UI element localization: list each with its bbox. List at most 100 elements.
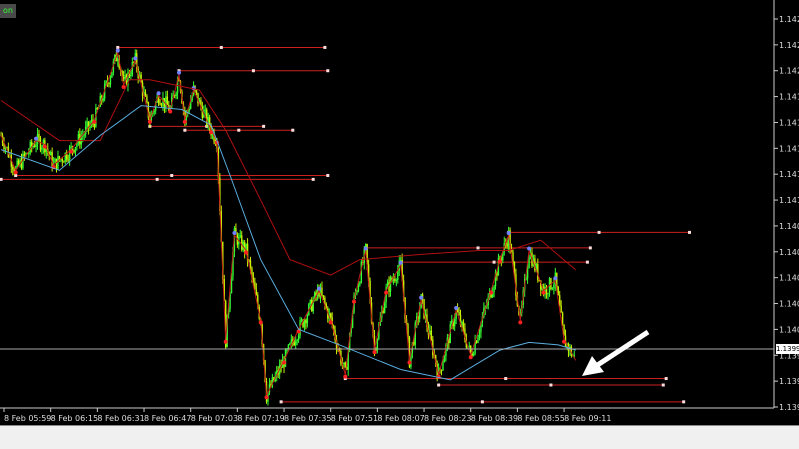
candle-body bbox=[95, 108, 97, 127]
candle-body bbox=[401, 259, 403, 281]
candle-body bbox=[398, 260, 400, 271]
swing-low-marker bbox=[518, 320, 523, 325]
candle-body bbox=[268, 384, 271, 393]
swing-low-marker bbox=[497, 259, 502, 264]
x-axis-ticks: 8 Feb 05:59 8 Feb 06:15 8 Feb 06:31 8 Feb 0… bbox=[3, 408, 611, 423]
candle-body bbox=[519, 312, 522, 315]
candle-body bbox=[402, 280, 405, 298]
candle-body bbox=[470, 345, 472, 354]
swing-low-marker bbox=[168, 109, 173, 114]
candle-body bbox=[386, 282, 389, 287]
candle-body bbox=[494, 272, 497, 287]
candle-body bbox=[157, 96, 160, 104]
symbol-badge[interactable]: on bbox=[0, 4, 16, 18]
level-marker bbox=[0, 177, 3, 181]
candle-body bbox=[360, 261, 363, 283]
candle-body bbox=[165, 96, 167, 108]
candle-body bbox=[153, 110, 155, 113]
candle-body bbox=[39, 138, 42, 150]
candle-body bbox=[373, 335, 376, 350]
candle-body bbox=[478, 332, 481, 337]
moving-averages bbox=[0, 79, 577, 381]
candle-body bbox=[197, 92, 199, 104]
candle-body bbox=[241, 235, 243, 250]
swing-high-marker bbox=[454, 306, 459, 310]
candle-body bbox=[319, 287, 322, 297]
candle-body bbox=[13, 169, 15, 172]
swing-high-marker bbox=[156, 91, 161, 96]
candle-body bbox=[557, 287, 559, 296]
swing-low-marker bbox=[407, 360, 412, 365]
candle-body bbox=[315, 292, 317, 296]
level-marker bbox=[311, 177, 315, 181]
candle-body bbox=[109, 77, 112, 85]
level-marker bbox=[661, 383, 665, 387]
candle-body bbox=[67, 159, 69, 161]
candle-body bbox=[429, 330, 431, 335]
y-tick-label: 1.1423 bbox=[779, 41, 799, 50]
candle-body bbox=[300, 319, 303, 321]
candle-body bbox=[70, 146, 72, 148]
candle-body bbox=[474, 341, 476, 354]
level-marker bbox=[549, 383, 553, 387]
x-tick-label: 8 Feb 06:47 bbox=[144, 414, 191, 423]
candle-body bbox=[207, 117, 209, 125]
candle-body bbox=[204, 109, 206, 111]
candle-body bbox=[408, 337, 411, 368]
candle-body bbox=[452, 320, 454, 327]
candle-body bbox=[131, 62, 134, 75]
candle-body bbox=[51, 152, 53, 168]
candle-body bbox=[176, 79, 179, 94]
candle-body bbox=[143, 92, 145, 96]
candle-body bbox=[418, 308, 421, 319]
arrow-annotation bbox=[582, 329, 650, 376]
candle-body bbox=[173, 95, 176, 97]
candle-body bbox=[243, 242, 246, 253]
candle-body bbox=[343, 362, 345, 365]
x-tick-label: 8 Feb 08:23 bbox=[424, 414, 471, 423]
candle-body bbox=[293, 342, 295, 345]
candle-body bbox=[63, 161, 65, 163]
candle-body bbox=[105, 81, 107, 85]
candle-body bbox=[547, 293, 549, 295]
candle-body bbox=[99, 95, 101, 107]
candle-body bbox=[435, 355, 437, 365]
candle-body bbox=[200, 100, 202, 107]
candle-body bbox=[325, 304, 328, 309]
swing-low-marker bbox=[223, 339, 228, 344]
y-tick-label: 1.1417 bbox=[779, 118, 799, 127]
candle-body bbox=[290, 339, 293, 344]
candle-body bbox=[456, 307, 459, 313]
level-marker bbox=[504, 377, 508, 381]
y-tick-label: 1.1413 bbox=[779, 170, 799, 179]
candle-body bbox=[154, 102, 157, 111]
candle-body bbox=[220, 210, 223, 242]
candle-body bbox=[493, 286, 495, 293]
y-tick-label: 1.1425 bbox=[779, 15, 799, 24]
candle-body bbox=[423, 299, 425, 319]
swing-low-marker bbox=[244, 250, 249, 255]
candle-body bbox=[289, 343, 291, 345]
candle-body bbox=[58, 156, 61, 161]
candle-body bbox=[76, 143, 78, 148]
candle-body bbox=[563, 324, 565, 336]
candle-body bbox=[356, 291, 358, 293]
candle-body bbox=[239, 235, 241, 237]
x-tick-label: 8 Feb 07:51 bbox=[331, 414, 378, 423]
candle-body bbox=[82, 135, 84, 137]
swing-low-marker bbox=[42, 144, 47, 149]
candle-body bbox=[249, 260, 252, 269]
candle-body bbox=[127, 72, 129, 86]
candle-body bbox=[160, 104, 163, 106]
y-tick-label: 1.1409 bbox=[779, 222, 799, 231]
y-tick-label: 1.1421 bbox=[779, 67, 799, 76]
level-marker bbox=[682, 400, 686, 404]
level-marker bbox=[326, 69, 330, 73]
candle-body bbox=[442, 362, 444, 371]
candle-body bbox=[302, 319, 304, 327]
candle-body bbox=[545, 287, 548, 295]
level-marker bbox=[588, 246, 592, 250]
candle-body bbox=[20, 159, 23, 169]
swing-high-marker bbox=[363, 246, 368, 251]
